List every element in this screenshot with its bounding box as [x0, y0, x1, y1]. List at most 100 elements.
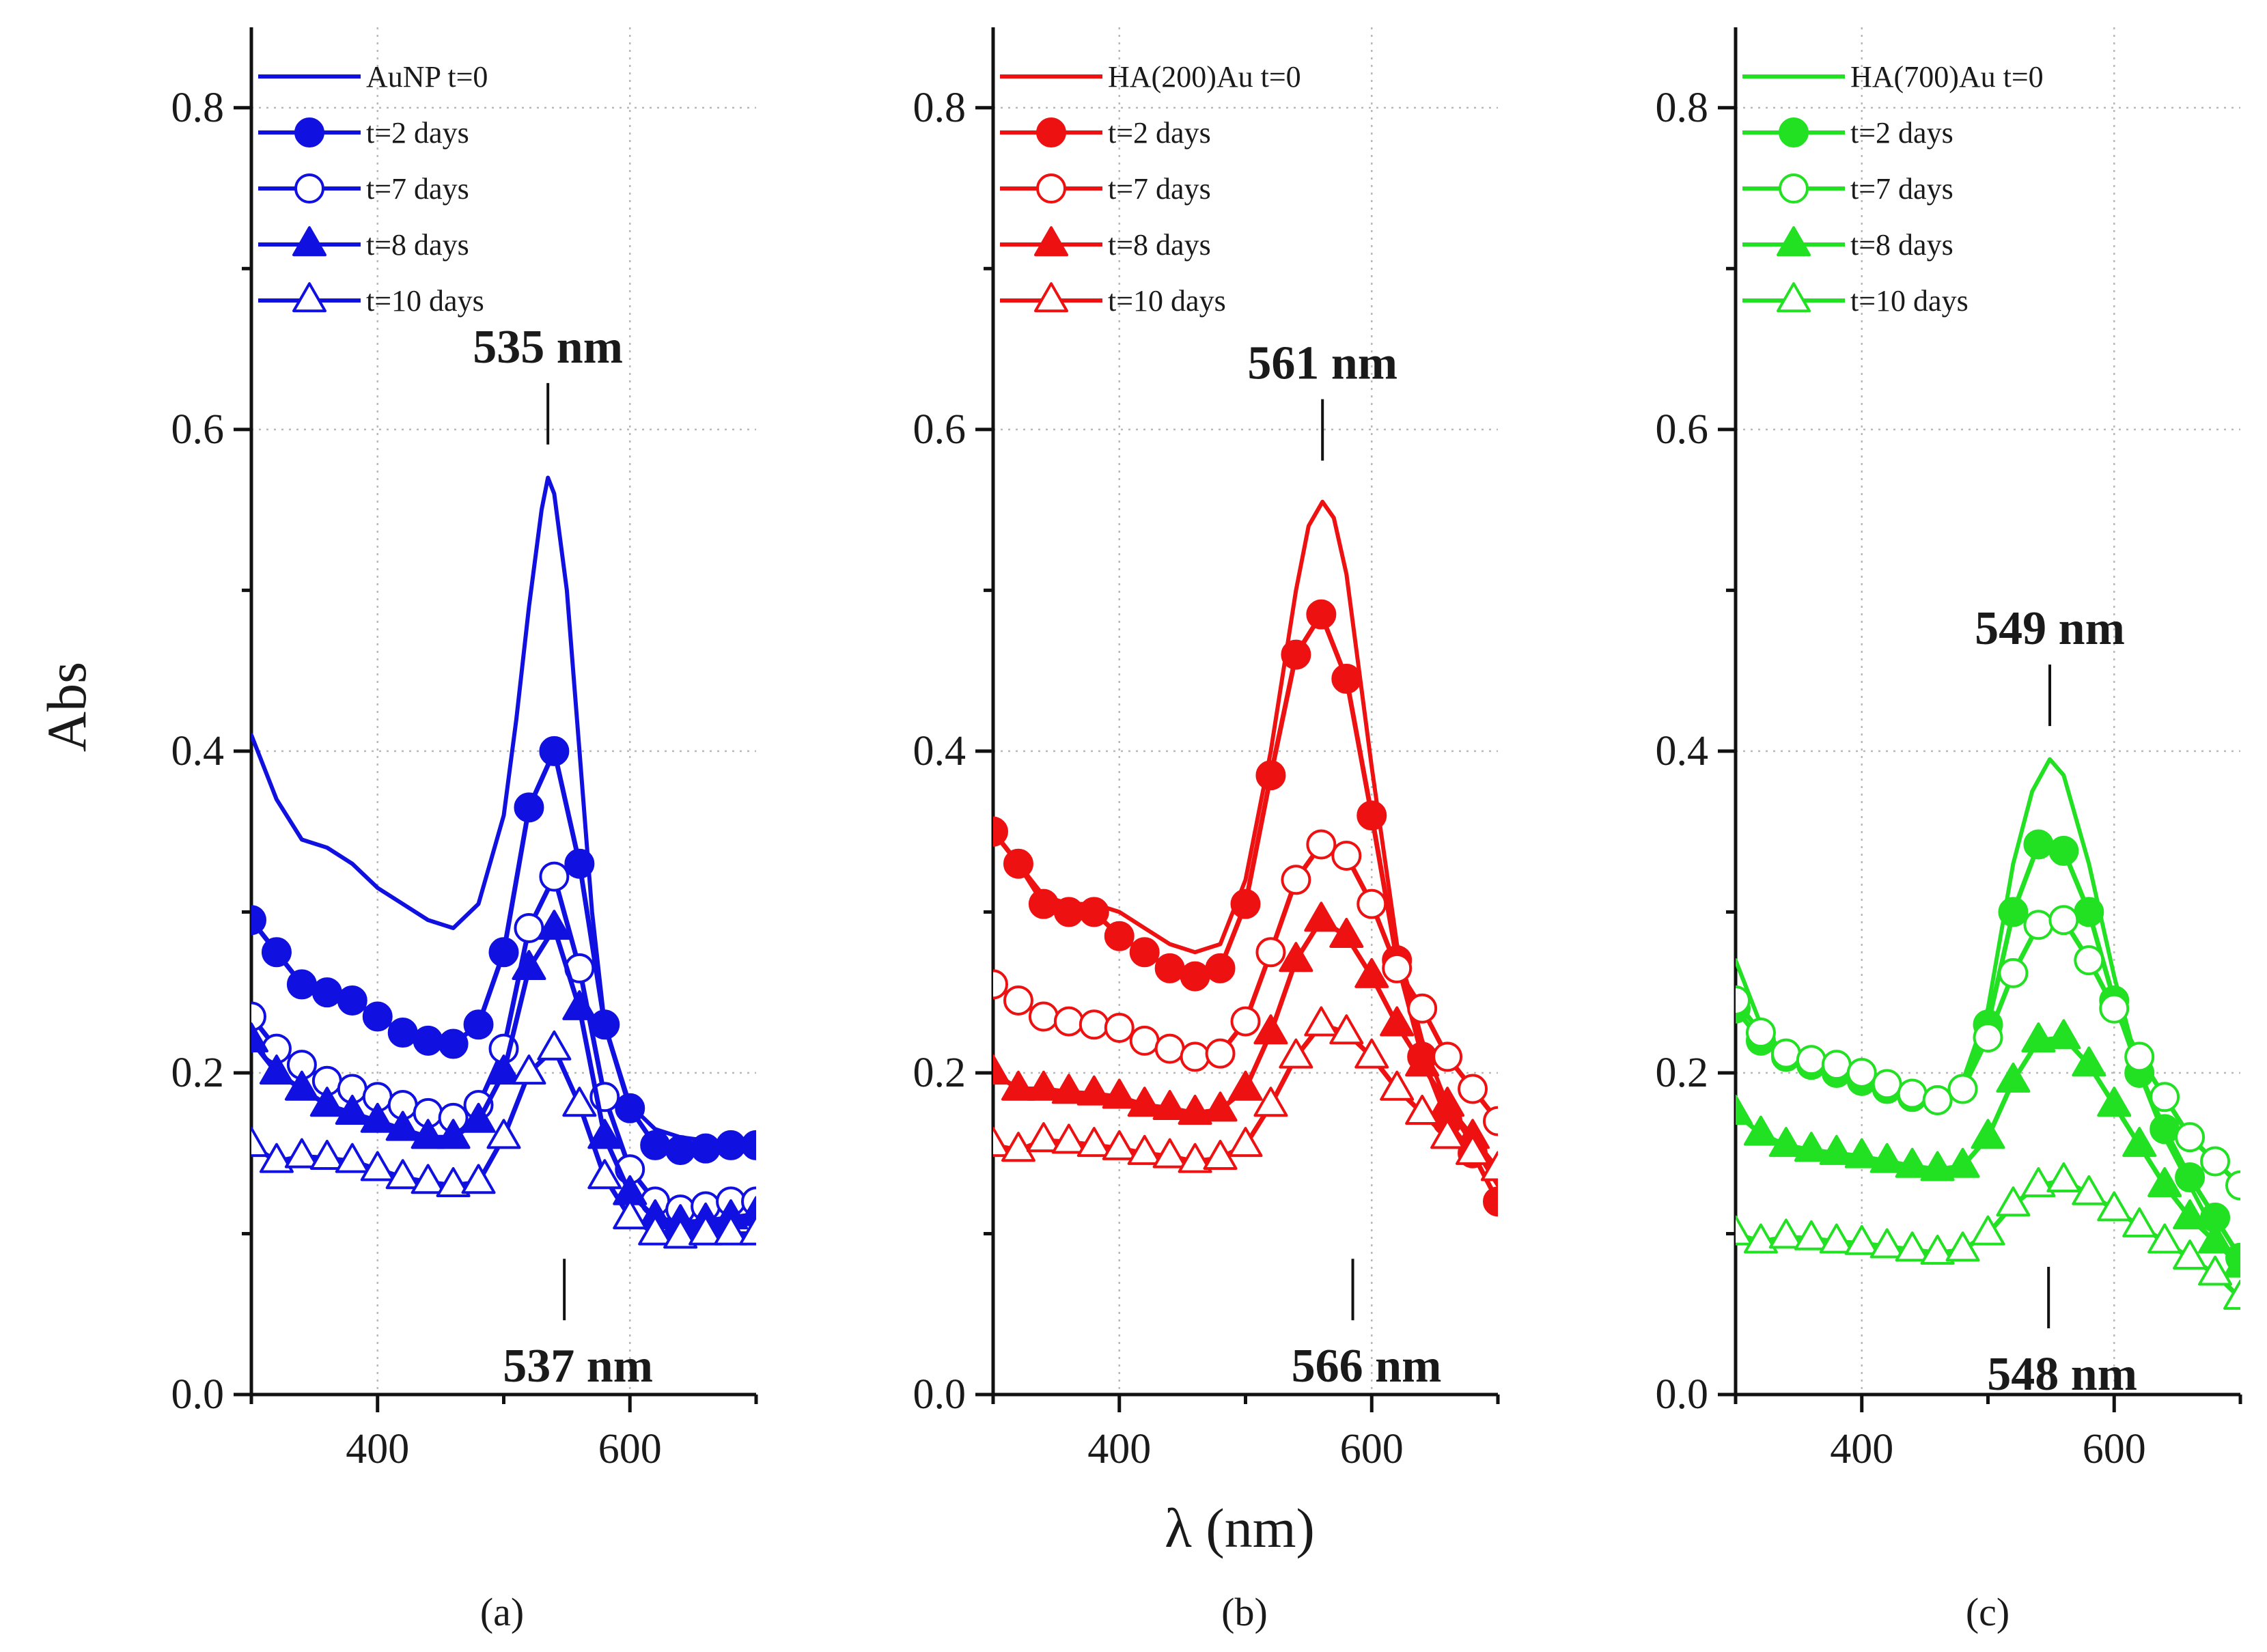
data-point: [2223, 1247, 2240, 1278]
data-point: [1178, 1095, 1212, 1125]
gridlines: [993, 27, 1498, 1395]
data-point: [1152, 1089, 1187, 1120]
x-tick-label: 400: [1830, 1426, 1893, 1472]
data-point: [1971, 1119, 2005, 1149]
data-point: [1380, 1006, 1415, 1037]
data-point: [638, 1215, 673, 1246]
data-point: [335, 1143, 370, 1173]
data-point: [640, 1130, 671, 1160]
data-point: [1076, 1075, 1111, 1106]
data-point: [1279, 942, 1313, 972]
gridlines: [251, 27, 756, 1395]
legend-label: t=8 days: [1108, 228, 1211, 262]
panel-c: 0.0 0.2 0.4 0.6 0.8 400 600 HA(700)Au t=0 t=2 da…: [1656, 27, 2242, 1634]
data-point: [1079, 897, 1109, 927]
data-point: [1357, 888, 1387, 919]
peak-label: 537 nm: [503, 1340, 653, 1392]
data-point: [1152, 1138, 1187, 1168]
y-tick-label: 0.2: [913, 1050, 966, 1096]
data-point: [2225, 1170, 2240, 1201]
data-point: [514, 792, 544, 823]
legend-marker: [292, 282, 326, 313]
data-point: [1154, 1033, 1185, 1064]
legend-marker: [1777, 226, 1811, 257]
data-point: [1255, 937, 1286, 968]
data-point: [2046, 1019, 2081, 1050]
data-point: [1407, 993, 1438, 1024]
panel-b: 0.0 0.2 0.4 0.6 0.8 400 600 HA(200)Au t=0 t=2 da…: [913, 27, 1500, 1634]
legend-label: t=8 days: [1850, 228, 1953, 262]
y-tick-label: 0.0: [171, 1371, 225, 1418]
peak-label: 566 nm: [1292, 1340, 1442, 1392]
data-point: [463, 1009, 494, 1040]
series-2: [251, 736, 756, 1165]
data-point: [1922, 1084, 1953, 1115]
data-point: [2099, 993, 2130, 1024]
data-point: [284, 1070, 319, 1101]
data-point: [613, 1199, 648, 1230]
legend-label: t=10 days: [1108, 284, 1226, 318]
legend-label: t=10 days: [366, 284, 484, 318]
data-point: [1945, 1231, 1980, 1262]
data-point: [741, 1130, 756, 1160]
data-point: [689, 1215, 723, 1246]
data-point: [1129, 1025, 1160, 1056]
data-point: [1430, 1087, 1465, 1117]
data-point: [2021, 1022, 2056, 1053]
data-point: [1483, 1186, 1498, 1217]
data-point: [1357, 800, 1387, 831]
y-tick-label: 0.0: [913, 1371, 966, 1418]
data-point: [1053, 897, 1084, 927]
data-point: [1895, 1231, 1930, 1262]
legend-marker: [1034, 226, 1068, 257]
series-group: [993, 499, 1498, 1217]
series-group: [251, 475, 756, 1249]
y-tick-label: 0.4: [913, 728, 966, 774]
data-point: [1053, 1006, 1084, 1037]
data-point: [2122, 1127, 2157, 1158]
y-tick-label: 0.8: [1656, 85, 1709, 131]
data-point: [1736, 1095, 1753, 1125]
x-tick-label: 400: [346, 1426, 409, 1472]
x-axis-title: λ (nm): [1165, 1497, 1315, 1559]
data-point: [2072, 1046, 2106, 1077]
data-point: [1304, 901, 1339, 932]
data-point: [1736, 985, 1751, 1016]
data-point: [1304, 1006, 1339, 1037]
legend-label: t=10 days: [1850, 284, 1969, 318]
data-point: [1770, 1038, 1801, 1069]
peak-label: 561 nm: [1247, 337, 1397, 389]
legend-marker: [1034, 282, 1068, 313]
data-point: [1228, 1127, 1263, 1158]
data-point: [1971, 1215, 2005, 1246]
data-point: [1001, 1132, 1035, 1162]
series-5: [251, 1030, 756, 1249]
data-point: [1076, 1127, 1111, 1158]
peak-label: 548 nm: [1987, 1348, 2137, 1401]
series-group: [1736, 757, 2240, 1310]
series-5: [993, 1006, 1498, 1181]
data-point: [1203, 1139, 1238, 1170]
data-point: [1079, 1009, 1109, 1040]
peak-label: 549 nm: [1975, 602, 2125, 655]
data-point: [2023, 910, 2054, 940]
legend-label: HA(200)Au t=0: [1108, 60, 1301, 94]
legend-label: AuNP t=0: [366, 60, 488, 94]
data-point: [1154, 953, 1185, 983]
data-point: [993, 1054, 1010, 1085]
legend-label: t=2 days: [1850, 116, 1953, 150]
legend: HA(700)Au t=0 t=2 days t=7 days t=8 days t=1…: [1742, 60, 2044, 318]
legend-label: t=8 days: [366, 228, 469, 262]
data-point: [2021, 1167, 2056, 1198]
data-point: [1768, 1127, 1803, 1158]
data-point: [335, 1095, 370, 1125]
data-point: [2048, 905, 2079, 936]
legend-label: t=7 days: [1850, 172, 1953, 206]
data-point: [665, 1134, 696, 1165]
data-point: [1051, 1074, 1086, 1104]
data-point: [2175, 1122, 2206, 1153]
legend-label: t=2 days: [1108, 116, 1211, 150]
data-point: [1354, 1038, 1389, 1069]
data-point: [2072, 1175, 2106, 1205]
